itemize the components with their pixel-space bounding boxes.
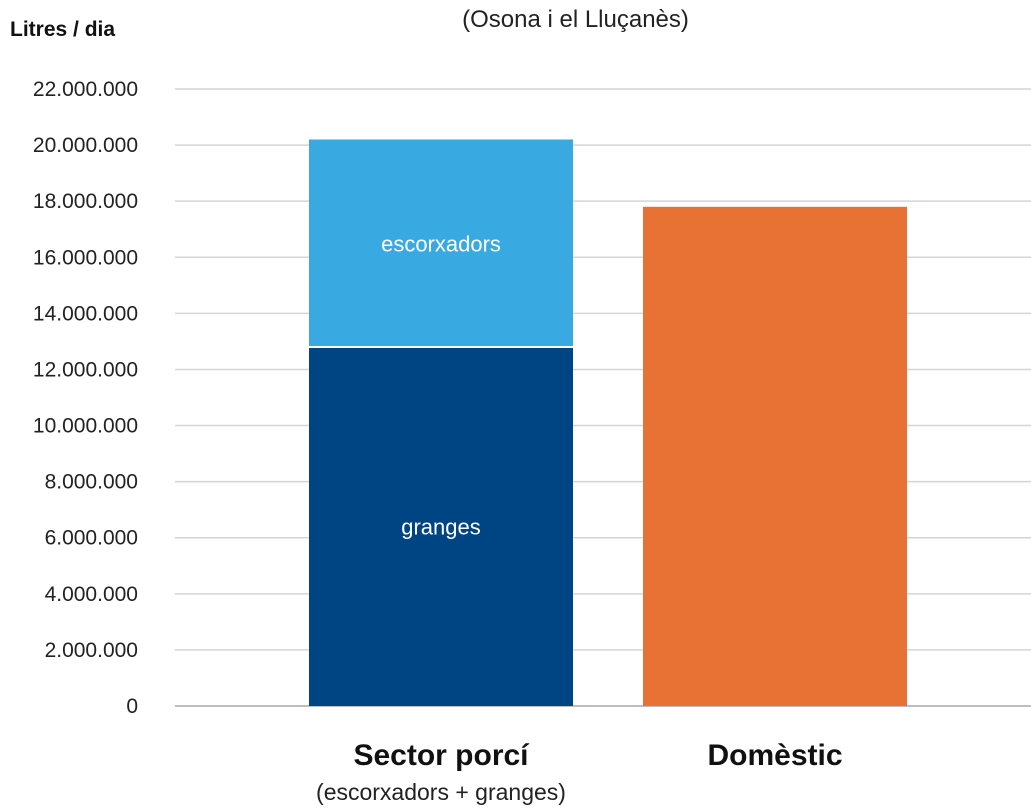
y-tick-label: 0 bbox=[126, 695, 138, 718]
x-category-label: Domèstic bbox=[707, 739, 842, 772]
y-tick-label: 12.000.000 bbox=[33, 358, 138, 381]
y-tick-label: 8.000.000 bbox=[45, 471, 138, 494]
y-tick-label: 10.000.000 bbox=[33, 415, 138, 438]
bar-segment bbox=[643, 206, 907, 707]
y-tick-label: 16.000.000 bbox=[33, 246, 138, 269]
bar-segment bbox=[309, 139, 573, 348]
y-tick-label: 22.000.000 bbox=[33, 78, 138, 101]
y-tick-label: 6.000.000 bbox=[45, 527, 138, 550]
y-tick-label: 20.000.000 bbox=[33, 134, 138, 157]
y-tick-label: 4.000.000 bbox=[45, 583, 138, 606]
bar-segment-label: escorxadors bbox=[381, 231, 501, 256]
y-axis-label: Litres / dia bbox=[10, 18, 116, 41]
bar-segment-label: granges bbox=[401, 515, 481, 540]
y-tick-label: 2.000.000 bbox=[45, 639, 138, 662]
chart-subtitle: (Osona i el Lluçanès) bbox=[462, 6, 689, 33]
y-tick-label: 18.000.000 bbox=[33, 190, 138, 213]
bar-segment bbox=[309, 347, 573, 706]
y-tick-label: 14.000.000 bbox=[33, 302, 138, 325]
x-category-sublabel: (escorxadors + granges) bbox=[316, 779, 566, 805]
x-category-label: Sector porcí bbox=[353, 739, 530, 772]
